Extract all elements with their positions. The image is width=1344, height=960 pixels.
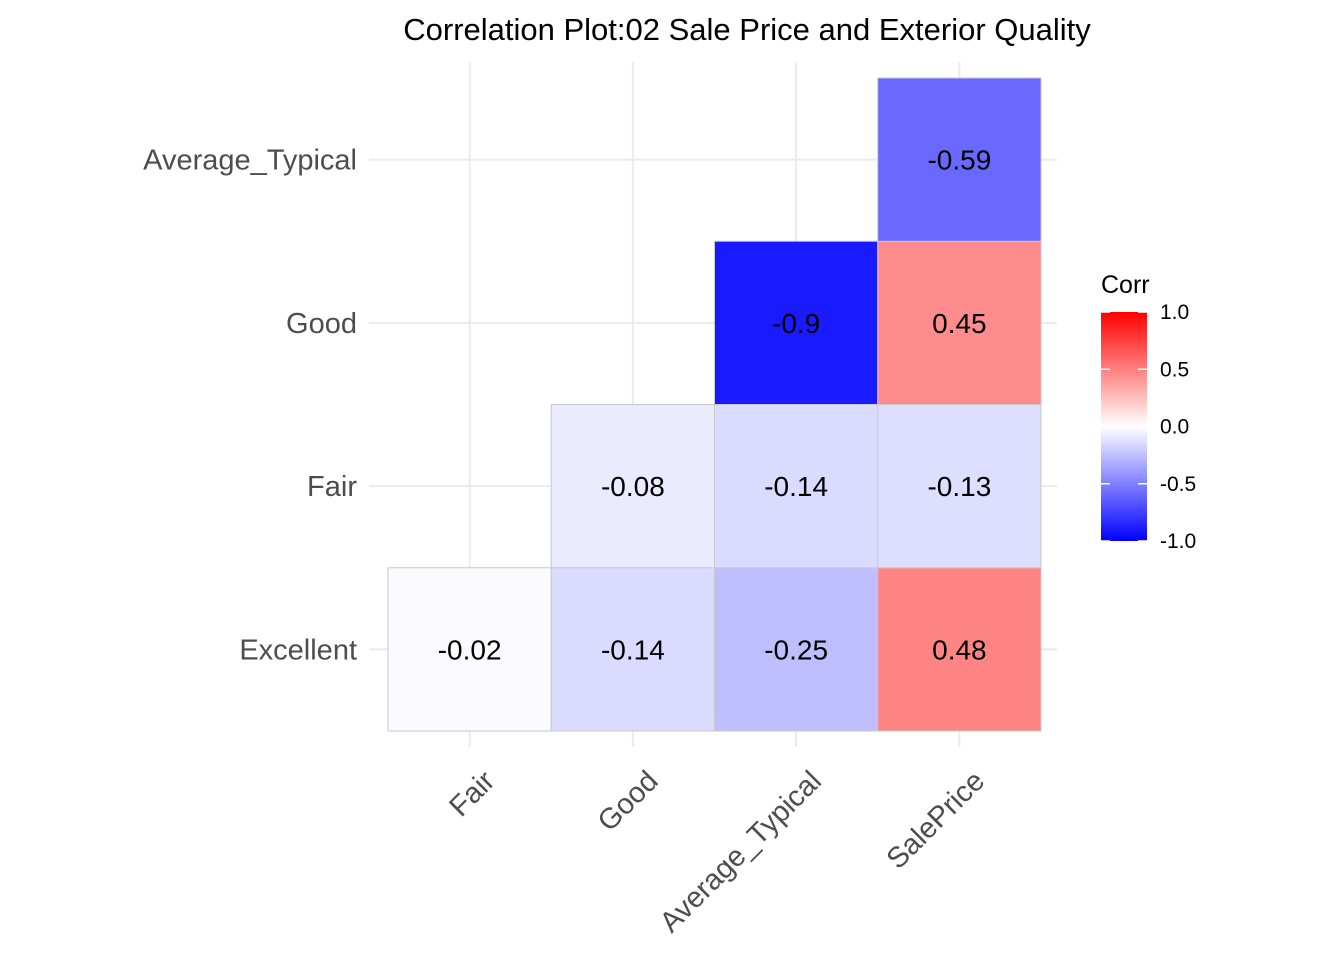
cell-value-label: 0.48 — [932, 634, 987, 665]
cell-value-label: -0.13 — [927, 471, 991, 502]
legend-tick-label: 1.0 — [1160, 301, 1189, 324]
y-tick-label: Average_Typical — [143, 145, 357, 177]
y-tick-label: Fair — [307, 471, 357, 503]
y-tick-label: Excellent — [239, 634, 357, 666]
cell-value-label: -0.59 — [927, 145, 991, 176]
x-tick-label: SalePrice — [881, 765, 991, 875]
legend-title: Corr — [1101, 271, 1150, 299]
y-tick-label: Good — [286, 308, 357, 340]
legend-tick-label: -1.0 — [1160, 530, 1196, 553]
legend-tick-label: 0.0 — [1160, 416, 1189, 439]
y-axis-ticks: Excellent Fair Good Average_Typical — [143, 145, 357, 667]
heatmap-cell — [877, 77, 1042, 242]
heatmap-cell — [550, 567, 715, 732]
legend: Corr 1.0 0.5 0.0 -0.5 -1.0 — [1101, 271, 1196, 553]
cell-value-label: -0.08 — [601, 471, 665, 502]
cell-value-label: -0.14 — [764, 471, 828, 502]
legend-tick-label: -0.5 — [1160, 473, 1196, 496]
heatmap-cells — [387, 77, 1042, 732]
x-tick-label: Fair — [443, 765, 501, 823]
x-tick-label: Good — [592, 765, 665, 838]
cell-labels: -0.02 -0.14 -0.25 0.48 -0.08 -0.14 -0.13 -0.9 0.… — [438, 145, 992, 666]
heatmap-cell — [714, 240, 879, 405]
cell-value-label: -0.02 — [438, 634, 502, 665]
x-tick-label: Average_Typical — [654, 765, 828, 939]
legend-tick-label: 0.5 — [1160, 358, 1189, 381]
cell-value-label: -0.25 — [764, 634, 828, 665]
heatmap-cell — [877, 240, 1042, 405]
cell-value-label: -0.14 — [601, 634, 665, 665]
heatmap-cell — [877, 567, 1042, 732]
heatmap-cell — [714, 404, 879, 569]
cell-value-label: -0.9 — [772, 308, 820, 339]
chart-title: Correlation Plot:02 Sale Price and Exter… — [403, 12, 1091, 47]
heatmap-cell — [714, 567, 879, 732]
cell-value-label: 0.45 — [932, 308, 987, 339]
heatmap-cell — [387, 567, 552, 732]
